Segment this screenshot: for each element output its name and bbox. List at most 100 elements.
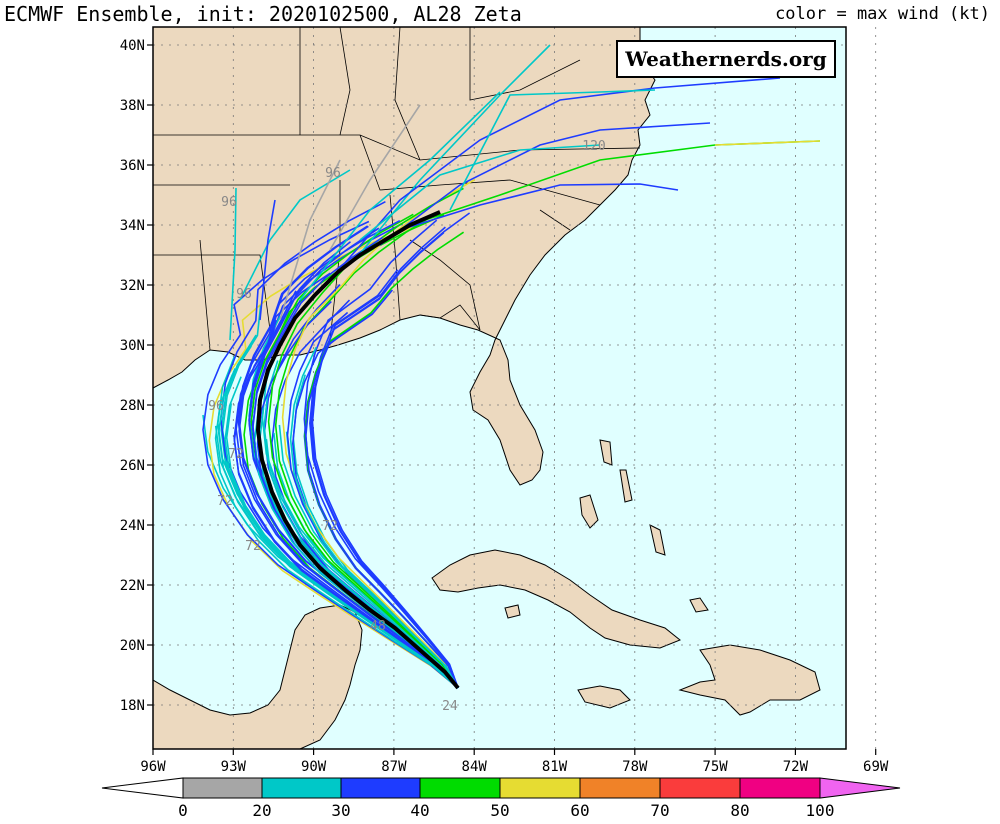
lon-label: 81W: [542, 759, 568, 775]
colorbar-label: 40: [410, 801, 429, 820]
hour-marker: 96: [236, 287, 252, 302]
hour-marker: 72: [322, 519, 338, 534]
lat-label: 36N: [120, 158, 145, 174]
member-track: [202, 220, 459, 689]
colorbar-label: 0: [178, 801, 188, 820]
legend-note: color = max wind (kt): [775, 4, 990, 24]
colorbar-label: 20: [252, 801, 271, 820]
member-track: [274, 212, 459, 689]
member-track: [329, 104, 421, 251]
member-track: [239, 169, 351, 301]
member-track: [310, 232, 459, 689]
colorbar-segment: [819, 777, 901, 799]
lat-label: 34N: [120, 218, 145, 234]
member-track: [399, 183, 679, 231]
lon-label: 87W: [381, 759, 407, 775]
colorbar-segment: [101, 777, 184, 799]
colorbar-label: 100: [806, 801, 835, 820]
map-frame: [152, 26, 847, 750]
lat-label: 40N: [120, 38, 145, 54]
colorbar-segment: [659, 777, 741, 799]
hour-markers: 120 96 96 96 96 72 72 72 72 48 24: [208, 139, 606, 714]
latitude-axis: 40N 38N 36N 34N 32N 30N 28N 26N 24N 22N 20N 18N: [120, 38, 153, 714]
lon-label: 78W: [622, 759, 648, 775]
colorbar-segment: [340, 777, 421, 799]
colorbar-label: 50: [490, 801, 509, 820]
member-track: [219, 200, 459, 689]
colorbar-segment: [739, 777, 821, 799]
lat-label: 30N: [120, 338, 145, 354]
member-track: [229, 187, 237, 341]
lon-label: 75W: [702, 759, 728, 775]
lat-label: 28N: [120, 398, 145, 414]
member-track: [714, 140, 821, 146]
lon-label: 84W: [462, 759, 488, 775]
lat-label: 18N: [120, 698, 145, 714]
lon-label: 69W: [863, 759, 889, 775]
colorbar-label: 80: [730, 801, 749, 820]
land-hispaniola: [678, 644, 821, 716]
ensemble-tracks: [202, 44, 821, 689]
watermark-text: Weathernerds.org: [624, 47, 826, 71]
land-jamaica: [577, 685, 631, 709]
land-layer: [153, 27, 821, 749]
hour-marker: 96: [221, 195, 237, 210]
colorbar: 0 20 30 40 50 60 70 80 100: [101, 777, 901, 820]
colorbar-segment: [499, 777, 581, 799]
member-track: [208, 225, 459, 689]
colorbar-label: 30: [331, 801, 350, 820]
hour-marker: 72: [245, 539, 261, 554]
lat-label: 20N: [120, 638, 145, 654]
land-isla-juventud: [504, 604, 521, 619]
member-track: [214, 425, 459, 689]
map-title: ECMWF Ensemble, init: 2020102500, AL28 Z…: [4, 2, 522, 26]
land-north-america: [153, 27, 656, 486]
land-cuba: [431, 549, 681, 649]
lon-label: 72W: [783, 759, 809, 775]
lat-label: 32N: [120, 278, 145, 294]
land-bahamas-5: [689, 597, 709, 613]
hour-marker: 48: [370, 619, 386, 634]
ensemble-mean-track: [255, 210, 460, 690]
member-track: [359, 144, 601, 241]
member-track: [304, 289, 459, 689]
hour-marker: 24: [442, 699, 458, 714]
land-bahamas-1: [579, 494, 599, 529]
land-mexico-yucatan: [153, 604, 363, 749]
lon-label: 96W: [140, 759, 166, 775]
colorbar-segment: [261, 777, 342, 799]
lat-label: 24N: [120, 518, 145, 534]
land-bahamas-4: [649, 524, 666, 556]
colorbar-segment: [419, 777, 501, 799]
member-track: [289, 346, 459, 689]
colorbar-label: 70: [650, 801, 669, 820]
member-track: [354, 44, 551, 261]
member-track: [329, 77, 781, 281]
member-track: [449, 89, 656, 211]
member-track: [311, 226, 459, 689]
member-track: [299, 91, 501, 301]
hour-marker: 96: [208, 399, 224, 414]
lat-label: 38N: [120, 98, 145, 114]
member-track: [263, 360, 459, 689]
longitude-axis: 96W 93W 90W 87W 84W 81W 78W 75W 72W 69W: [140, 749, 889, 775]
member-track: [233, 272, 459, 689]
land-bahamas-2: [619, 469, 633, 503]
lon-label: 93W: [221, 759, 247, 775]
member-track: [279, 159, 341, 321]
member-track: [235, 219, 459, 689]
watermark: Weathernerds.org: [616, 40, 836, 78]
member-track: [259, 199, 276, 321]
hour-marker: 96: [325, 166, 341, 181]
hour-marker: 72: [228, 447, 244, 462]
lat-label: 26N: [120, 458, 145, 474]
colorbar-label: 60: [570, 801, 589, 820]
land-bahamas-3: [599, 439, 613, 466]
member-track: [379, 122, 711, 246]
colorbar-segment: [182, 777, 263, 799]
lon-label: 90W: [301, 759, 327, 775]
colorbar-segment: [579, 777, 661, 799]
hour-marker: 72: [217, 494, 233, 509]
member-track: [214, 345, 459, 689]
